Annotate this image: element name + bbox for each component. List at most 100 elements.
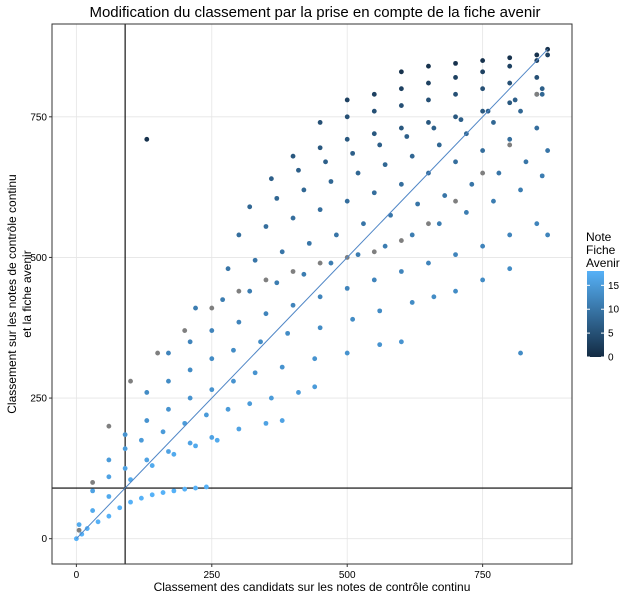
data-point bbox=[90, 480, 96, 485]
data-point bbox=[214, 437, 220, 443]
data-point bbox=[398, 86, 404, 92]
data-point bbox=[317, 145, 323, 151]
data-point bbox=[415, 201, 421, 207]
data-point bbox=[355, 252, 361, 258]
data-point bbox=[361, 221, 366, 227]
data-point bbox=[209, 305, 215, 311]
data-point bbox=[166, 378, 171, 384]
reference-lines bbox=[52, 24, 572, 564]
data-point bbox=[431, 125, 437, 131]
data-point bbox=[539, 86, 545, 92]
y-tick-label: 500 bbox=[30, 253, 47, 264]
legend-tick-label: 0 bbox=[608, 353, 614, 364]
data-point bbox=[252, 257, 258, 263]
data-point bbox=[138, 437, 144, 443]
data-point bbox=[344, 285, 350, 291]
data-point bbox=[149, 492, 155, 498]
data-point bbox=[166, 406, 171, 412]
data-point bbox=[301, 187, 307, 193]
data-point bbox=[545, 232, 551, 238]
data-point bbox=[193, 443, 198, 449]
y-tick-label: 0 bbox=[41, 534, 47, 545]
data-point bbox=[231, 347, 236, 353]
data-point bbox=[317, 260, 323, 266]
data-point bbox=[187, 440, 193, 446]
data-point bbox=[512, 97, 518, 103]
data-point bbox=[317, 325, 323, 331]
data-point bbox=[263, 311, 269, 317]
data-point bbox=[344, 114, 350, 120]
data-point bbox=[398, 339, 404, 345]
data-point bbox=[355, 170, 361, 176]
data-point bbox=[106, 513, 112, 519]
legend-tick-label: 15 bbox=[608, 281, 620, 292]
data-point bbox=[382, 162, 388, 168]
data-point bbox=[333, 232, 339, 238]
data-point bbox=[436, 142, 442, 148]
y-axis-title-line-2: et la fiche avenir bbox=[20, 250, 34, 337]
data-point bbox=[545, 52, 551, 58]
data-point bbox=[117, 505, 123, 511]
data-point bbox=[122, 465, 128, 471]
data-point bbox=[268, 176, 274, 182]
data-point bbox=[225, 266, 231, 272]
data-point bbox=[203, 412, 209, 418]
y-tick-label: 250 bbox=[30, 394, 47, 405]
data-point bbox=[290, 153, 296, 159]
panel-border bbox=[51, 23, 573, 565]
data-point bbox=[534, 52, 540, 58]
data-point bbox=[480, 170, 486, 176]
data-point bbox=[317, 120, 323, 125]
data-point bbox=[442, 193, 448, 198]
data-point bbox=[371, 91, 377, 97]
data-point bbox=[220, 297, 226, 303]
data-point bbox=[122, 446, 128, 452]
data-point bbox=[534, 75, 540, 80]
data-point bbox=[480, 277, 486, 283]
data-point bbox=[398, 269, 404, 274]
data-point bbox=[279, 249, 285, 255]
data-point bbox=[274, 195, 280, 201]
data-point bbox=[453, 159, 458, 165]
data-point bbox=[409, 300, 415, 305]
data-point bbox=[469, 181, 475, 187]
data-point bbox=[171, 488, 177, 494]
y-tick-label: 750 bbox=[30, 112, 47, 123]
data-point bbox=[328, 179, 334, 184]
data-point bbox=[382, 243, 388, 249]
data-point bbox=[480, 58, 486, 63]
data-point bbox=[160, 429, 166, 435]
data-point bbox=[507, 232, 513, 238]
data-point bbox=[144, 136, 150, 142]
data-point bbox=[296, 167, 301, 173]
data-point bbox=[328, 260, 334, 266]
data-point bbox=[398, 238, 404, 243]
data-point bbox=[453, 75, 458, 80]
data-point bbox=[371, 277, 377, 283]
data-point bbox=[350, 150, 356, 156]
data-point bbox=[409, 232, 415, 238]
data-point bbox=[258, 339, 263, 345]
data-point bbox=[344, 350, 350, 356]
data-point bbox=[285, 330, 291, 336]
data-point bbox=[166, 449, 171, 454]
data-point bbox=[426, 260, 431, 266]
data-point bbox=[426, 63, 431, 69]
data-point bbox=[545, 148, 551, 153]
data-point bbox=[534, 125, 540, 131]
data-point bbox=[128, 378, 133, 384]
data-point bbox=[182, 328, 188, 333]
data-point bbox=[236, 319, 242, 325]
data-point bbox=[279, 364, 285, 370]
legend-title-line-1: Note bbox=[586, 230, 612, 244]
data-point bbox=[144, 390, 150, 395]
data-point bbox=[160, 490, 166, 495]
data-point bbox=[534, 221, 540, 227]
data-point bbox=[518, 187, 523, 193]
data-point bbox=[398, 69, 404, 75]
data-point bbox=[193, 485, 198, 491]
data-point bbox=[518, 108, 523, 114]
data-point bbox=[106, 494, 112, 499]
data-point bbox=[263, 420, 269, 426]
